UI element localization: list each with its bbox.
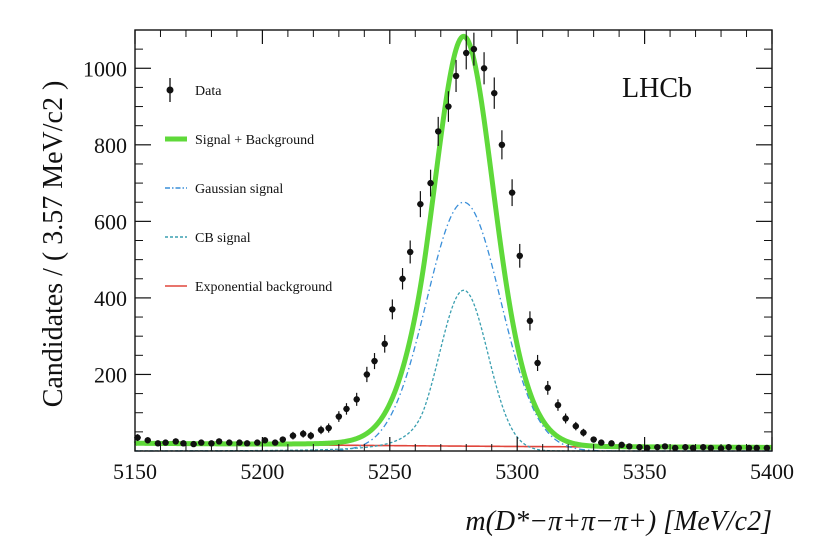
- data-point: [654, 443, 661, 451]
- data-point: [435, 128, 442, 135]
- legend-item-total: Signal + Background: [165, 133, 314, 148]
- legend-label-cb: CB signal: [195, 231, 251, 246]
- data-point: [452, 72, 460, 80]
- data-point: [427, 179, 434, 187]
- data-point: [307, 432, 315, 439]
- legend-item-cb: CB signal: [165, 231, 251, 246]
- data-point: [636, 443, 643, 451]
- data-point: [526, 317, 534, 325]
- cb-signal-curve: [135, 289, 772, 452]
- data-point: [725, 443, 732, 451]
- data-point: [763, 444, 771, 452]
- data-point: [590, 436, 597, 443]
- data-point: [745, 444, 753, 452]
- data-point: [254, 439, 261, 446]
- data-point: [707, 444, 715, 452]
- data-point: [445, 103, 452, 110]
- y-tick-label: 600: [94, 209, 127, 234]
- data-point: [463, 49, 470, 57]
- data-point: [279, 436, 286, 443]
- data-point: [626, 443, 633, 450]
- data-point: [317, 426, 325, 434]
- experiment-label: LHCb: [622, 73, 692, 104]
- y-tick-label: 800: [94, 133, 127, 158]
- data-point: [480, 65, 488, 72]
- data-point: [154, 440, 162, 447]
- x-tick-label: 5300: [495, 459, 539, 484]
- axis-ticks: 5150 5200 5250 5300 5350 5400 200 400 600 800 1000: [83, 30, 794, 484]
- data-point: [226, 439, 233, 446]
- data-point: [580, 429, 587, 436]
- data-point: [162, 439, 169, 446]
- data-point: [343, 405, 350, 413]
- data-point: [389, 306, 396, 313]
- legend-label-gauss: Gaussian signal: [195, 182, 283, 197]
- legend-item-gauss: Gaussian signal: [165, 182, 283, 197]
- data-point: [381, 340, 388, 348]
- data-point: [325, 424, 332, 432]
- data-point: [208, 440, 215, 447]
- data-point: [618, 441, 625, 449]
- legend: Data Signal + Background Gaussian signal CB…: [165, 78, 332, 295]
- data-point: [299, 430, 307, 437]
- data-point: [144, 437, 151, 444]
- data-point: [498, 141, 506, 149]
- data-point: [491, 89, 498, 97]
- data-point: [261, 437, 269, 444]
- x-tick-label: 5200: [240, 459, 284, 484]
- data-point: [689, 444, 697, 452]
- legend-item-exp: Exponential background: [165, 280, 332, 295]
- data-point: [508, 189, 516, 196]
- legend-item-data: Data: [166, 78, 222, 102]
- data-point: [534, 359, 541, 367]
- y-tick-label: 1000: [83, 56, 127, 81]
- data-point: [643, 444, 651, 452]
- data-point: [371, 357, 378, 365]
- data-point: [363, 371, 371, 378]
- data-point: [399, 275, 406, 282]
- data-point: [598, 439, 605, 446]
- data-point: [236, 439, 243, 446]
- data-point: [682, 443, 689, 451]
- data-point: [572, 422, 580, 430]
- data-point: [271, 439, 279, 446]
- data-point: [700, 443, 707, 451]
- data-point: [172, 438, 179, 445]
- data-point: [562, 415, 569, 422]
- x-axis-title: m(D*−π+π−π+) [MeV/c2]: [465, 506, 772, 537]
- legend-label-exp: Exponential background: [195, 280, 332, 295]
- legend-swatch-data-point: [166, 86, 174, 94]
- data-point: [554, 401, 562, 409]
- y-axis-title: Candidates / ( 3.57 MeV/c2 ): [38, 81, 69, 408]
- x-tick-label: 5350: [623, 459, 667, 484]
- data-point: [198, 439, 205, 446]
- data-point: [735, 444, 743, 452]
- data-point: [661, 443, 669, 450]
- data-point: [243, 440, 251, 447]
- data-point: [753, 444, 760, 452]
- data-point: [289, 432, 297, 439]
- data-points: [134, 32, 771, 452]
- data-point: [353, 396, 360, 403]
- data-point: [190, 440, 197, 448]
- x-tick-label: 5400: [750, 459, 794, 484]
- x-tick-label: 5150: [113, 459, 157, 484]
- y-tick-label: 400: [94, 286, 127, 311]
- legend-label-data: Data: [195, 84, 222, 99]
- data-point: [544, 384, 551, 392]
- data-point: [406, 248, 414, 256]
- data-point: [417, 200, 424, 208]
- data-point: [215, 438, 223, 445]
- data-point: [671, 444, 679, 452]
- data-point: [516, 252, 523, 260]
- data-point: [134, 434, 141, 441]
- data-point: [608, 440, 615, 447]
- x-tick-label: 5250: [368, 459, 412, 484]
- legend-label-total: Signal + Background: [195, 133, 314, 148]
- data-point: [180, 440, 187, 447]
- data-point: [335, 413, 343, 420]
- y-tick-label: 200: [94, 362, 127, 387]
- data-point: [470, 45, 478, 53]
